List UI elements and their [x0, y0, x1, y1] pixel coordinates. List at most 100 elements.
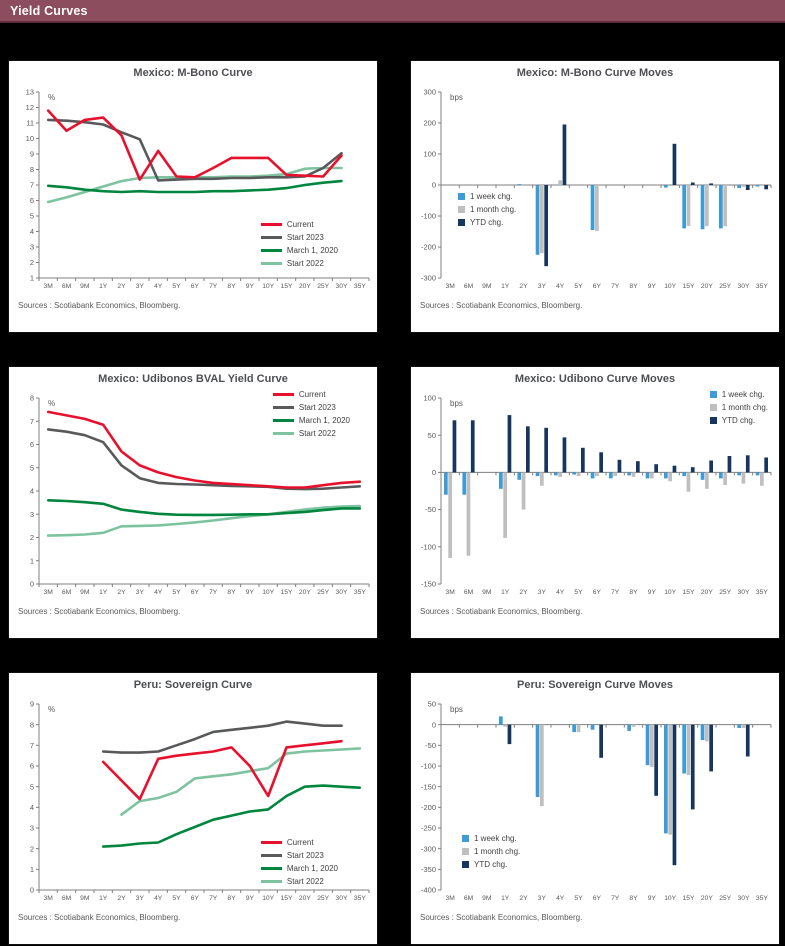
sources-note: Sources : Scotiabank Economics, Bloomber…	[18, 913, 181, 922]
x-tick-label: 35Y	[756, 283, 768, 290]
bar	[745, 185, 750, 190]
bar	[558, 472, 562, 477]
y-tick-label: 9	[30, 700, 34, 709]
bar	[690, 467, 695, 473]
x-tick-label: 3M	[44, 283, 54, 290]
x-tick-label: 3M	[446, 589, 456, 596]
x-tick-label: 15Y	[683, 895, 695, 902]
bar	[764, 457, 768, 473]
y-tick-label: 10	[26, 134, 34, 143]
y-tick-label: 13	[26, 88, 34, 97]
x-tick-label: 1Y	[501, 283, 510, 290]
bar	[755, 472, 760, 476]
series-line	[46, 179, 343, 194]
legend-item: YTD chg.	[458, 218, 516, 227]
bar	[466, 472, 471, 556]
chart-peru-moves: Peru: Sovereign Curve Moves -400 -350 -300…	[410, 672, 780, 945]
y-tick-label: -100	[421, 762, 436, 771]
legend-swatch	[458, 193, 465, 200]
bar	[576, 724, 581, 733]
legend-swatch	[272, 393, 294, 396]
legend-swatch	[709, 391, 717, 398]
x-tick-label: 6Y	[593, 283, 602, 290]
bar	[686, 185, 691, 226]
y-tick-label: 5	[30, 463, 34, 472]
unit-label: bps	[450, 705, 463, 714]
legend-label: March 1, 2020	[298, 416, 350, 425]
bar	[576, 472, 581, 477]
bar	[562, 124, 567, 185]
legend-label: March 1, 2020	[286, 864, 338, 873]
y-tick-label: -350	[421, 865, 436, 874]
legend-item: YTD chg.	[462, 860, 520, 869]
bar	[741, 185, 746, 187]
legend-swatch	[260, 249, 282, 252]
x-tick-label: 10Y	[262, 895, 274, 902]
bar	[664, 472, 668, 479]
y-tick-label: 1	[30, 865, 34, 874]
y-tick-label: 7	[30, 181, 34, 190]
x-tick-label: 9Y	[648, 589, 657, 596]
y-tick-label: 50	[428, 431, 436, 440]
legend-item: March 1, 2020	[260, 864, 338, 873]
chart-title: Mexico: Udibonos BVAL Yield Curve	[98, 373, 288, 385]
bar	[700, 185, 705, 230]
x-tick-label: 15Y	[683, 283, 695, 290]
legend-label: YTD chg.	[470, 218, 504, 227]
x-tick-label: 3M	[446, 895, 456, 902]
x-tick-label: 35Y	[354, 895, 366, 902]
bar	[727, 456, 732, 473]
bar	[705, 472, 709, 489]
x-tick-label: 35Y	[354, 283, 366, 290]
y-tick-label: 5	[30, 212, 34, 221]
x-tick-label: 3Y	[538, 589, 547, 596]
y-tick-label: 8	[30, 720, 34, 729]
x-tick-label: 9M	[482, 283, 492, 290]
page-title: Yield Curves	[10, 3, 88, 18]
x-tick-label: 9Y	[246, 283, 255, 290]
x-tick-label: 35Y	[756, 589, 768, 596]
x-tick-label: 6Y	[191, 283, 200, 290]
bar	[745, 724, 750, 757]
x-tick-label: 15Y	[281, 589, 293, 596]
x-tick-label: 6Y	[191, 589, 200, 596]
x-tick-label: 4Y	[556, 589, 565, 596]
legend-label: 1 week chg.	[470, 192, 513, 201]
x-tick-label: 9Y	[648, 895, 657, 902]
legend-item: Start 2023	[260, 851, 338, 860]
x-tick-label: 6M	[62, 283, 72, 290]
x-tick-label: 7Y	[611, 895, 620, 902]
x-tick-label: 4Y	[154, 283, 163, 290]
legend-label: 1 month chg.	[470, 205, 517, 214]
x-tick-label: 25Y	[317, 283, 329, 290]
y-tick-label: 0	[432, 720, 436, 729]
legend-swatch	[462, 835, 469, 842]
bar	[705, 185, 709, 227]
bar	[636, 461, 640, 473]
legend-item: 1 month chg.	[462, 847, 520, 856]
bar	[590, 472, 595, 479]
legend-item: Start 2022	[272, 429, 350, 438]
x-tick-label: 30Y	[336, 589, 348, 596]
legend-label: YTD chg.	[474, 860, 508, 869]
legend-item: Start 2023	[272, 403, 350, 412]
x-tick-label: 3Y	[538, 283, 547, 290]
bar	[737, 724, 741, 728]
bar	[540, 724, 544, 807]
x-tick-label: 3M	[44, 589, 54, 596]
x-tick-label: 9Y	[246, 895, 255, 902]
legend-item: Current	[272, 390, 350, 399]
x-tick-label: 6M	[464, 589, 474, 596]
line-chart-svg: 0 1 2 3 4 5 6 7 8 9 3M 6M 9M 1Y 2Y 3Y 4Y 5Y 6Y 7Y 8Y 9Y 10Y 15Y…	[30, 700, 370, 902]
bar	[507, 724, 512, 745]
x-tick-label: 9M	[80, 283, 90, 290]
bar	[595, 185, 599, 231]
bar	[590, 724, 595, 730]
y-tick-label: -250	[421, 824, 436, 833]
y-tick-label: 3	[30, 510, 34, 519]
y-tick-label: 2	[30, 844, 34, 853]
bar	[650, 472, 654, 479]
y-tick-label: 8	[30, 165, 34, 174]
unit-label: bps	[450, 399, 463, 408]
x-tick-label: 2Y	[117, 283, 126, 290]
